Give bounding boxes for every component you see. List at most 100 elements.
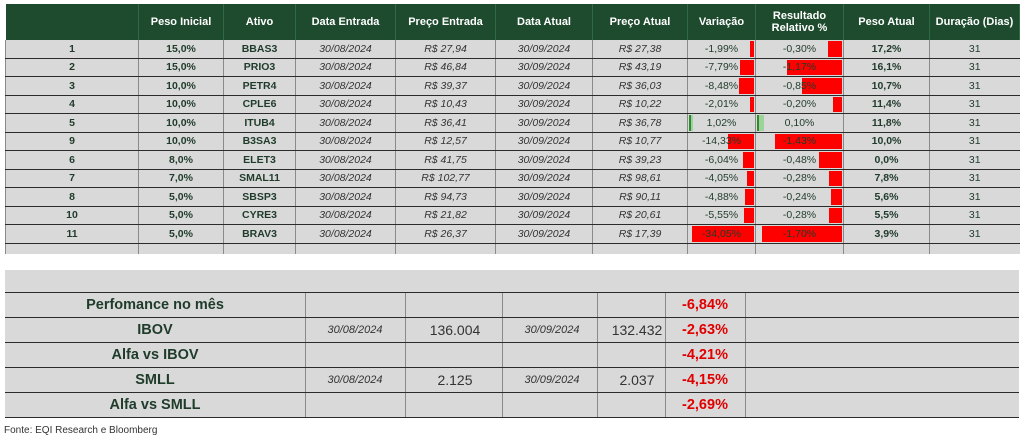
negative-data-bar — [786, 59, 842, 75]
table-row: 4 10,0% CPLE6 30/08/2024 R$ 10,43 30/09/2024 R… — [5, 95, 1020, 114]
source-note: Fonte: EQI Research e Bloomberg — [4, 425, 158, 436]
summary-label: SMLL — [135, 372, 175, 388]
cell-data-entrada: 30/08/2024 — [295, 76, 396, 96]
cell-data-atual: 30/09/2024 — [495, 113, 593, 133]
cell-variacao: -2,01% — [687, 95, 756, 114]
cell-ativo: PETR4 — [223, 76, 296, 96]
cell-resultado-relativo: -0,28% — [755, 169, 844, 188]
cell-duracao: 31 — [929, 169, 1020, 188]
column-divider — [305, 318, 306, 342]
negative-data-bar — [738, 78, 754, 94]
cell-data-atual: 30/09/2024 — [495, 206, 593, 225]
cell-peso-atual: 0,0% — [843, 150, 930, 170]
cell-preco-entrada: R$ 21,82 — [395, 206, 496, 225]
cell-preco-entrada: R$ 36,41 — [395, 113, 496, 133]
cell-resultado-relativo: -1,43% — [755, 132, 844, 151]
column-divider — [405, 368, 406, 392]
cell-peso-atual: 17,2% — [843, 40, 930, 59]
negative-data-bar — [827, 41, 842, 57]
cell-data-entrada: 30/08/2024 — [295, 206, 396, 225]
table-row: 11 5,0% BRAV3 30/08/2024 R$ 26,37 30/09/2024 R… — [5, 224, 1020, 244]
cell-peso-inicial: 8,0% — [138, 150, 224, 170]
column-divider — [305, 343, 306, 367]
cell-resultado-relativo: -0,20% — [755, 95, 844, 114]
cell-data-entrada: 30/08/2024 — [295, 113, 396, 133]
cell-peso-inicial: 10,0% — [138, 132, 224, 151]
column-divider — [665, 368, 666, 392]
table-header-row: Peso Inicial Ativo Data Entrada Preço En… — [5, 4, 1020, 40]
summary-end-value: 2.037 — [619, 372, 655, 388]
header-data-atual: Data Atual — [495, 4, 593, 40]
negative-data-bar — [761, 226, 842, 242]
cell-peso-atual: 5,5% — [843, 206, 930, 225]
cell-peso-inicial: 10,0% — [138, 113, 224, 133]
summary-row: Alfa vs SMLL -2,69% — [5, 393, 1019, 418]
cell-data-entrada: 30/08/2024 — [295, 150, 396, 170]
cell-ativo: PRIO3 — [223, 58, 296, 77]
cell-preco-atual: R$ 36,03 — [592, 76, 688, 96]
summary-row: Perfomance no mês -6,84% — [5, 293, 1019, 318]
cell-variacao: -34,05% — [687, 224, 756, 244]
cell-data-atual: 30/09/2024 — [495, 76, 593, 96]
cell-preco-entrada: R$ 41,75 — [395, 150, 496, 170]
cell-resultado-relativo: -1,17% — [755, 58, 844, 77]
cell-peso-inicial: 5,0% — [138, 224, 224, 244]
cell-index: 4 — [5, 95, 139, 114]
cell-preco-entrada: R$ 10,43 — [395, 95, 496, 114]
cell-preco-entrada: R$ 12,57 — [395, 132, 496, 151]
padding-cell — [592, 243, 688, 254]
cell-preco-atual: R$ 20,61 — [592, 206, 688, 225]
padding-cell — [395, 243, 496, 254]
negative-data-bar — [692, 226, 754, 242]
cell-peso-atual: 10,7% — [843, 76, 930, 96]
bar-label: -8,48% — [704, 79, 739, 92]
cell-resultado-relativo: -0,30% — [755, 40, 844, 59]
negative-data-bar — [743, 152, 754, 168]
cell-data-atual: 30/09/2024 — [495, 58, 593, 77]
summary-start-date: 30/08/2024 — [327, 324, 383, 336]
summary-start-value: 2.125 — [437, 372, 473, 388]
bar-label: -0,28% — [782, 209, 817, 222]
summary-label: Perfomance no mês — [86, 297, 224, 313]
column-divider — [665, 318, 666, 342]
negative-data-bar — [801, 78, 842, 94]
padding-cell — [138, 243, 224, 254]
cell-preco-atual: R$ 17,39 — [592, 224, 688, 244]
cell-data-entrada: 30/08/2024 — [295, 58, 396, 77]
table-row: 6 8,0% ELET3 30/08/2024 R$ 41,75 30/09/2024 R$… — [5, 150, 1020, 170]
cell-duracao: 31 — [929, 40, 1020, 59]
holdings-table: Peso Inicial Ativo Data Entrada Preço En… — [5, 4, 1020, 254]
cell-index: 10 — [5, 206, 139, 225]
negative-data-bar — [828, 170, 842, 186]
cell-peso-inicial: 7,0% — [138, 169, 224, 188]
summary-percent: -4,21% — [682, 347, 728, 363]
cell-peso-atual: 10,0% — [843, 132, 930, 151]
column-divider — [745, 393, 746, 417]
cell-index: 7 — [5, 169, 139, 188]
holdings-table-body: 1 15,0% BBAS3 30/08/2024 R$ 27,94 30/09/2024 R… — [5, 40, 1020, 254]
cell-ativo: BBAS3 — [223, 40, 296, 59]
column-divider — [405, 393, 406, 417]
column-divider — [745, 318, 746, 342]
cell-duracao: 31 — [929, 187, 1020, 207]
column-divider — [502, 318, 503, 342]
cell-data-entrada: 30/08/2024 — [295, 187, 396, 207]
negative-data-bar — [745, 189, 754, 205]
bar-label: -4,88% — [704, 190, 739, 203]
summary-label: Alfa vs SMLL — [109, 397, 201, 413]
table-row: 9 10,0% B3SA3 30/08/2024 R$ 12,57 30/09/2024 R… — [5, 132, 1020, 151]
cell-duracao: 31 — [929, 206, 1020, 225]
negative-data-bar — [739, 59, 754, 75]
cell-index: 11 — [5, 224, 139, 244]
column-divider — [502, 343, 503, 367]
header-preco-entrada: Preço Entrada — [395, 4, 496, 40]
cell-index: 5 — [5, 113, 139, 133]
cell-resultado-relativo: -1,70% — [755, 224, 844, 244]
cell-peso-atual: 5,6% — [843, 187, 930, 207]
table-padding-row — [5, 243, 1020, 254]
cell-preco-entrada: R$ 26,37 — [395, 224, 496, 244]
negative-data-bar — [830, 189, 842, 205]
cell-preco-atual: R$ 43,19 — [592, 58, 688, 77]
column-divider — [597, 393, 598, 417]
cell-preco-entrada: R$ 46,84 — [395, 58, 496, 77]
